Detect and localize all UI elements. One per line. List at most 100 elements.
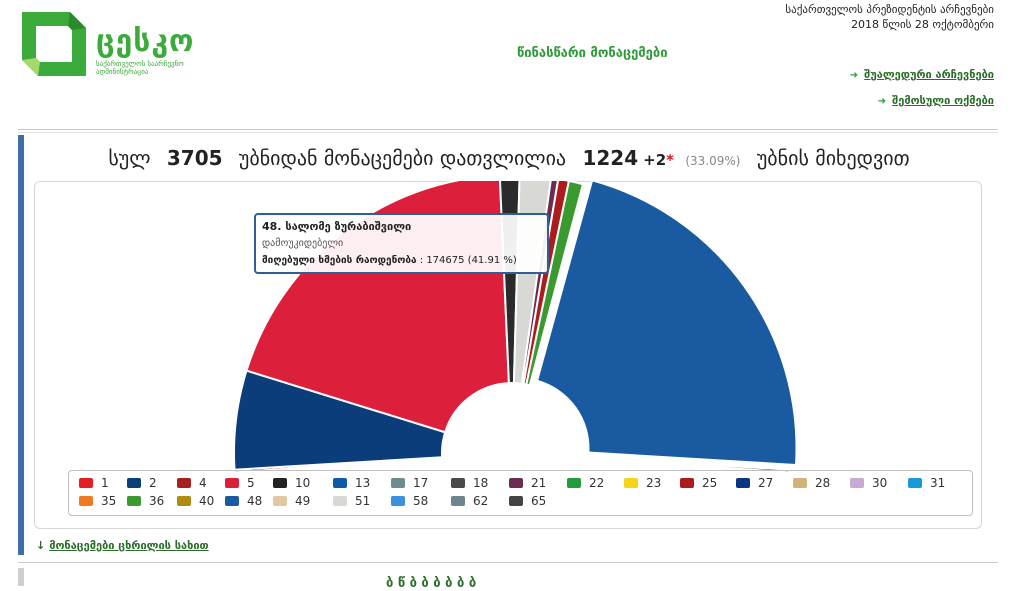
legend-item-30[interactable]: 30: [850, 476, 887, 490]
legend-item-49[interactable]: 49: [273, 494, 310, 508]
summary-prefix: სულ: [108, 146, 151, 170]
legend-label: 40: [199, 494, 215, 508]
counted-precincts: 1224: [582, 146, 639, 170]
arrow-right-icon: ➜: [877, 96, 887, 107]
next-panel: [18, 568, 24, 586]
legend-swatch: [451, 478, 465, 488]
legend-swatch: [273, 478, 287, 488]
legend-item-23[interactable]: 23: [624, 476, 661, 490]
legend-label: 1: [101, 476, 109, 490]
divider: [18, 129, 998, 133]
legend-item-58[interactable]: 58: [391, 494, 428, 508]
received-protocols-link[interactable]: ➜ შემოსული ოქმები: [878, 94, 994, 107]
legend-swatch: [177, 496, 191, 506]
legend-label: 21: [531, 476, 547, 490]
counted-percent: (33.09%): [685, 154, 741, 168]
legend-item-18[interactable]: 18: [451, 476, 488, 490]
legend-swatch: [79, 496, 93, 506]
legend-item-36[interactable]: 36: [127, 494, 164, 508]
legend-item-5[interactable]: 5: [225, 476, 255, 490]
legend-swatch: [567, 478, 581, 488]
legend-swatch: [908, 478, 922, 488]
pie-slice-48[interactable]: [535, 181, 798, 467]
table-view-link-label: მონაცემები ცხრილის სახით: [49, 539, 209, 552]
legend-item-31[interactable]: 31: [908, 476, 945, 490]
total-precincts: 3705: [166, 146, 223, 170]
pie-slice-49[interactable]: [528, 183, 587, 387]
by-elections-link[interactable]: ➜ შუალედური არჩევნები: [850, 68, 994, 81]
legend-swatch: [451, 496, 465, 506]
divider: [18, 562, 998, 564]
legend-swatch: [225, 478, 239, 488]
legend-label: 62: [473, 494, 489, 508]
arrow-right-icon: ➜: [849, 70, 859, 81]
legend-swatch: [333, 478, 347, 488]
legend-swatch: [736, 478, 750, 488]
legend-item-4[interactable]: 4: [177, 476, 207, 490]
legend-swatch: [509, 478, 523, 488]
legend-label: 30: [872, 476, 888, 490]
legend-swatch: [225, 496, 239, 506]
legend-item-22[interactable]: 22: [567, 476, 604, 490]
legend-item-51[interactable]: 51: [333, 494, 370, 508]
brand-name: ცესკო: [96, 24, 195, 59]
legend-item-21[interactable]: 21: [509, 476, 546, 490]
legend-swatch: [624, 478, 638, 488]
legend-label: 35: [101, 494, 117, 508]
brand-subtitle: საქართველოს საარჩევნო ადმინისტრაცია: [96, 60, 184, 76]
arrow-down-icon: ↓: [36, 539, 46, 552]
legend-swatch: [509, 496, 523, 506]
legend-item-62[interactable]: 62: [451, 494, 488, 508]
legend-label: 65: [531, 494, 547, 508]
next-section-title: ბ წ ბ ბ ბ ბ ბ ბ: [386, 576, 477, 591]
legend-label: 23: [646, 476, 662, 490]
legend-swatch: [79, 478, 93, 488]
legend-label: 10: [295, 476, 311, 490]
legend-item-10[interactable]: 10: [273, 476, 310, 490]
legend-swatch: [793, 478, 807, 488]
legend-item-27[interactable]: 27: [736, 476, 773, 490]
legend-item-17[interactable]: 17: [391, 476, 428, 490]
legend-item-28[interactable]: 28: [793, 476, 830, 490]
legend-label: 18: [473, 476, 489, 490]
legend-item-13[interactable]: 13: [333, 476, 370, 490]
cesko-logo-mark-icon: [22, 12, 86, 76]
election-date: 2018 წლის 28 ოქტომბერი: [851, 18, 994, 31]
legend-label: 31: [930, 476, 946, 490]
legend-label: 17: [413, 476, 429, 490]
legend-label: 2: [149, 476, 157, 490]
legend-swatch: [273, 496, 287, 506]
legend-item-1[interactable]: 1: [79, 476, 109, 490]
election-name: საქართველოს პრეზიდენტის არჩევნები: [785, 3, 994, 16]
election-info: საქართველოს პრეზიდენტის არჩევნები 2018 წ…: [785, 2, 994, 32]
legend-item-48[interactable]: 48: [225, 494, 262, 508]
chart-tooltip: 48. სალომე ზურაბიშვილი დამოუკიდებელი მიღ…: [254, 213, 549, 274]
legend-swatch: [680, 478, 694, 488]
legend-label: 25: [702, 476, 718, 490]
legend-swatch: [391, 478, 405, 488]
tooltip-votes-value: : 174675 (41.91 %): [419, 255, 517, 266]
tooltip-candidate-name: 48. სალომე ზურაბიშვილი: [262, 220, 412, 233]
summary-suffix: უბნის მიხედვით: [756, 146, 910, 170]
chart-legend: 1 2 4 5 10 13 17 18 21 22 23 25 27 28 30 31 35 36 40 48 49 51…: [68, 470, 973, 516]
legend-item-40[interactable]: 40: [177, 494, 214, 508]
legend-item-2[interactable]: 2: [127, 476, 157, 490]
legend-label: 51: [355, 494, 371, 508]
cesko-logo[interactable]: ცესკო საქართველოს საარჩევნო ადმინისტრაცი…: [22, 12, 202, 82]
legend-item-35[interactable]: 35: [79, 494, 116, 508]
legend-label: 28: [815, 476, 831, 490]
table-view-link[interactable]: ↓ მონაცემები ცხრილის სახით: [36, 539, 209, 552]
by-elections-link-label: შუალედური არჩევნები: [864, 68, 994, 81]
legend-label: 48: [247, 494, 263, 508]
summary-middle: უბნიდან მონაცემები დათვლილია: [238, 146, 567, 170]
page-title: წინასწარი მონაცემები: [517, 46, 668, 61]
legend-swatch: [850, 478, 864, 488]
legend-label: 49: [295, 494, 311, 508]
legend-item-65[interactable]: 65: [509, 494, 546, 508]
legend-item-25[interactable]: 25: [680, 476, 717, 490]
legend-label: 58: [413, 494, 429, 508]
legend-label: 5: [247, 476, 255, 490]
legend-label: 36: [149, 494, 165, 508]
asterisk-note[interactable]: *: [666, 151, 674, 169]
tooltip-party: დამოუკიდებელი: [262, 238, 344, 249]
